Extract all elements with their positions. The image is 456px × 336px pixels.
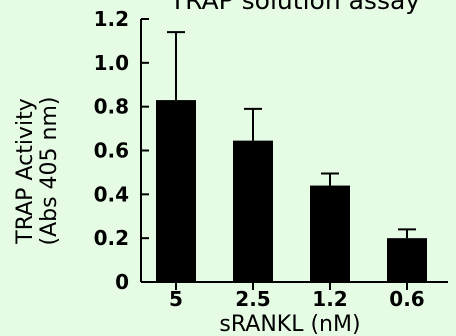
- y-tick-label: 0.2: [94, 226, 129, 250]
- y-tick-label: 1.2: [94, 7, 129, 31]
- y-tick-label: 0.6: [94, 139, 129, 163]
- x-axis-title: sRANKL (nM): [219, 312, 360, 336]
- plot-area: 0 0.2 0.4 0.6 0.8 1.0 1.2 5 2.5 1.2 0.6: [94, 7, 448, 311]
- y-tick-label: 1.0: [94, 51, 129, 75]
- bar: [233, 140, 273, 282]
- x-tick-label: 1.2: [312, 287, 347, 311]
- y-tick-label: 0.4: [94, 182, 129, 206]
- y-axis-title: TRAP Activity (Abs 405 nm): [13, 97, 62, 246]
- x-tick-label: 5: [169, 287, 183, 311]
- bar: [310, 185, 350, 282]
- y-axis-title-line2: (Abs 405 nm): [37, 97, 62, 246]
- bar: [387, 238, 427, 282]
- x-tick-label: 2.5: [235, 287, 270, 311]
- y-tick-label: 0: [115, 270, 129, 294]
- y-tick-label: 0.8: [94, 95, 129, 119]
- y-axis-title-line1: TRAP Activity: [13, 98, 38, 244]
- bar: [156, 100, 196, 282]
- chart-title: TRAP solution assay: [169, 0, 420, 15]
- x-tick-label: 0.6: [389, 287, 424, 311]
